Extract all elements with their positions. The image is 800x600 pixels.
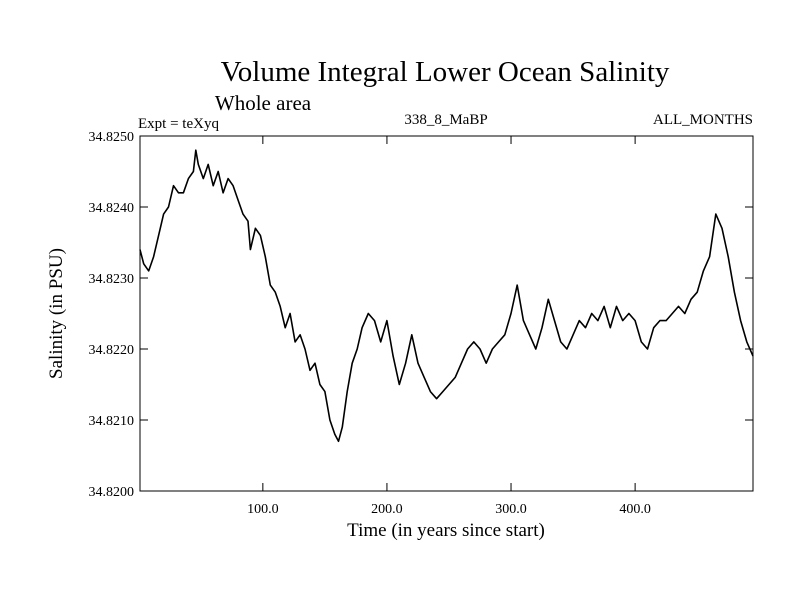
x-tick-label: 400.0 [619,502,651,517]
chart-title: Volume Integral Lower Ocean Salinity [221,56,670,88]
run-id-label: 338_8_MaBP [404,112,487,128]
y-tick-label: 34.8230 [89,272,135,287]
salinity-series-line [139,149,754,443]
chart-subtitle: Whole area [215,91,312,115]
x-tick-label: 200.0 [371,502,403,517]
x-tick-label: 100.0 [247,502,279,517]
x-axis-label: Time (in years since start) [347,520,545,541]
y-tick-label: 34.8210 [89,414,135,429]
y-tick-label: 34.8250 [89,130,135,145]
y-axis-label: Salinity (in PSU) [46,248,67,379]
y-tick-label: 34.8200 [89,485,135,500]
months-label: ALL_MONTHS [653,112,753,128]
expt-label: Expt = teXyq [138,116,219,132]
x-axis: 100.0 200.0 300.0 400.0 [247,136,651,517]
x-tick-label: 300.0 [495,502,527,517]
plot-frame [139,135,754,492]
y-axis: 34.8200 34.8210 34.8220 34.8230 34.8240 34.82… [89,130,753,500]
y-tick-label: 34.8220 [89,343,135,358]
y-tick-label: 34.8240 [89,201,135,216]
